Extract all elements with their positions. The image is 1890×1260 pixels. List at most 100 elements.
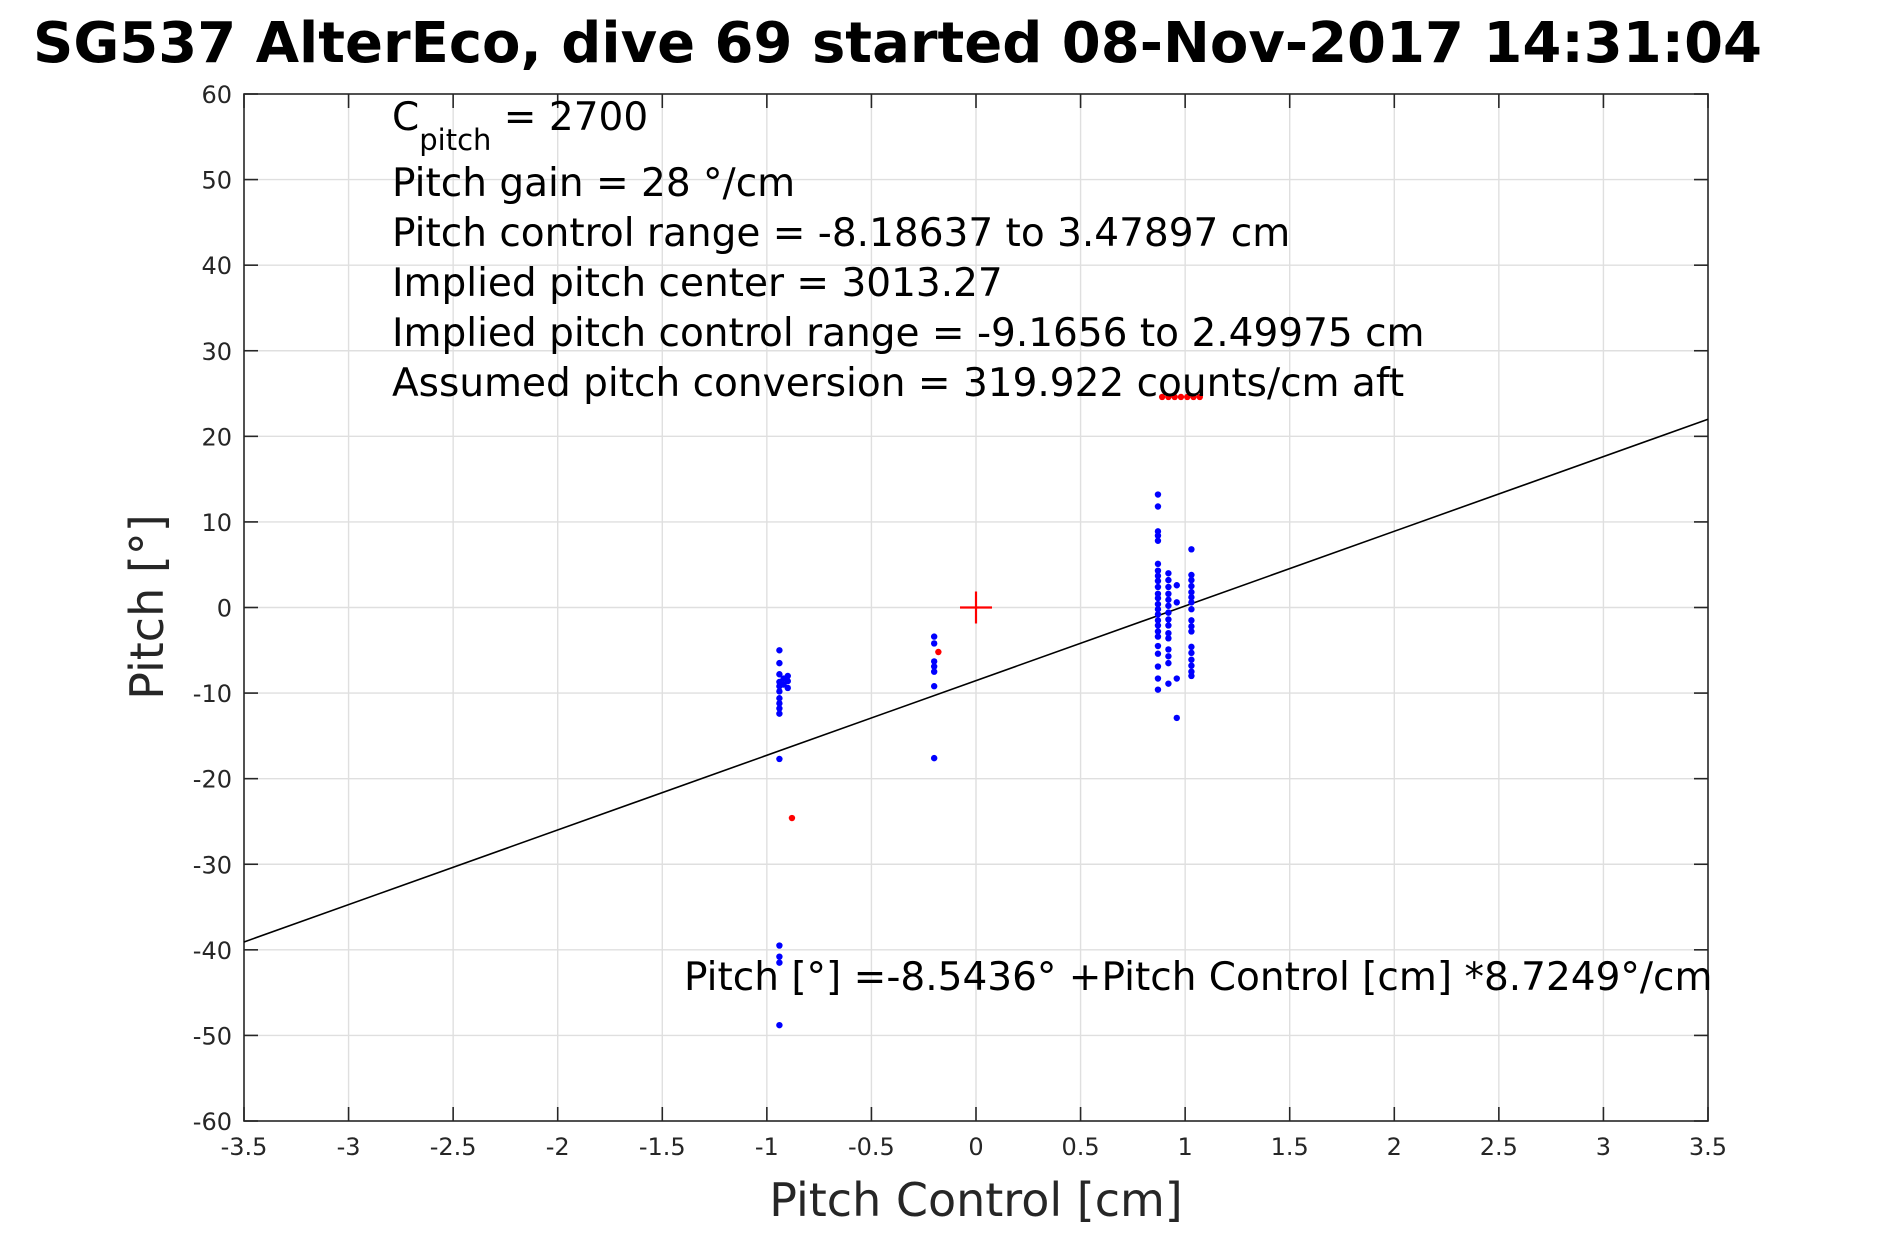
series-1 bbox=[788, 393, 1203, 822]
y-tick-label: 20 bbox=[201, 423, 232, 451]
data-point bbox=[1154, 633, 1162, 640]
data-point bbox=[1188, 649, 1195, 657]
x-tick-label: -3.5 bbox=[221, 1133, 268, 1161]
data-point bbox=[1165, 680, 1172, 687]
data-point bbox=[1188, 576, 1195, 584]
data-point bbox=[1188, 672, 1195, 680]
x-tick-labels: -3.5 -3 -2.5 -2 -1.5 -1 -0.5 0 0.5 1 1.5 2 2.5 3 3.5 bbox=[221, 1133, 1728, 1161]
data-point bbox=[1188, 588, 1195, 596]
data-point bbox=[776, 1021, 783, 1029]
data-point bbox=[1165, 646, 1172, 653]
x-tick-label: -3 bbox=[337, 1133, 361, 1161]
data-point bbox=[776, 700, 783, 707]
y-tick-label: -20 bbox=[193, 766, 232, 794]
data-point bbox=[1173, 582, 1180, 589]
data-point bbox=[1154, 583, 1162, 591]
x-tick-label: -2 bbox=[546, 1133, 570, 1161]
data-point bbox=[776, 671, 783, 678]
data-point bbox=[1154, 491, 1162, 498]
center-marker bbox=[960, 591, 992, 624]
data-point bbox=[1188, 643, 1195, 651]
data-point bbox=[1165, 596, 1172, 603]
data-point bbox=[776, 705, 783, 712]
y-tick-label: -30 bbox=[193, 851, 232, 879]
data-point bbox=[784, 672, 791, 680]
series-0 bbox=[776, 491, 1195, 1029]
data-point bbox=[930, 663, 938, 670]
pitch-control-range-annotation: Pitch control range = -8.18637 to 3.4789… bbox=[392, 211, 1290, 256]
c-pitch-subscript: pitch bbox=[419, 123, 491, 157]
data-point bbox=[1158, 393, 1166, 401]
data-point bbox=[930, 633, 938, 640]
data-point bbox=[1165, 570, 1172, 577]
data-point bbox=[776, 659, 783, 667]
x-tick-label: 3 bbox=[1596, 1133, 1611, 1161]
data-point bbox=[1188, 662, 1195, 669]
data-point bbox=[1165, 635, 1172, 642]
data-point bbox=[1154, 650, 1162, 657]
data-point bbox=[1154, 572, 1162, 580]
y-tick-label: 40 bbox=[201, 252, 232, 280]
data-point bbox=[1154, 532, 1162, 539]
data-point bbox=[1188, 628, 1195, 635]
data-point bbox=[1154, 594, 1162, 602]
data-point bbox=[1188, 606, 1195, 613]
data-point bbox=[1171, 393, 1178, 401]
data-point bbox=[1154, 622, 1162, 629]
data-point bbox=[1165, 609, 1172, 616]
data-point bbox=[930, 668, 938, 675]
x-tick-label: 2 bbox=[1387, 1133, 1402, 1161]
data-point bbox=[930, 658, 938, 665]
data-point bbox=[1154, 611, 1162, 618]
data-point bbox=[1154, 642, 1162, 650]
c-pitch-value: = 2700 bbox=[491, 95, 648, 140]
data-point bbox=[776, 695, 783, 702]
x-tick-label: 3.5 bbox=[1689, 1133, 1727, 1161]
data-point bbox=[1188, 599, 1195, 606]
x-tick-label: 0.5 bbox=[1061, 1133, 1099, 1161]
data-point bbox=[1188, 656, 1195, 663]
y-tick-label: -50 bbox=[193, 1022, 232, 1050]
x-tick-label: -2.5 bbox=[430, 1133, 477, 1161]
data-point bbox=[776, 942, 783, 949]
data-point bbox=[1165, 576, 1172, 584]
data-point bbox=[1154, 675, 1162, 682]
data-point bbox=[1165, 622, 1172, 629]
data-point bbox=[776, 953, 783, 960]
data-point bbox=[776, 688, 783, 695]
data-point bbox=[1165, 393, 1172, 401]
x-tick-label: -0.5 bbox=[848, 1133, 895, 1161]
data-point bbox=[1154, 663, 1162, 670]
data-point bbox=[935, 648, 942, 656]
data-point bbox=[1165, 583, 1172, 591]
annotation-block: Cpitch = 2700 Pitch gain = 28 °/cm Pitch… bbox=[392, 95, 1425, 406]
y-tick-label: 10 bbox=[201, 509, 232, 537]
c-pitch-prefix: C bbox=[392, 95, 419, 140]
x-tick-label: -1.5 bbox=[639, 1133, 686, 1161]
x-tick-label: 1.5 bbox=[1271, 1133, 1309, 1161]
implied-pitch-range-annotation: Implied pitch control range = -9.1656 to… bbox=[392, 311, 1425, 356]
data-point bbox=[1173, 599, 1180, 606]
data-point bbox=[1188, 582, 1195, 590]
data-point bbox=[1154, 628, 1162, 635]
x-tick-label: 2.5 bbox=[1480, 1133, 1518, 1161]
data-point bbox=[776, 710, 783, 717]
y-tick-label: 50 bbox=[201, 167, 232, 195]
y-tick-label: 30 bbox=[201, 338, 232, 366]
data-point bbox=[1154, 606, 1162, 613]
data-point bbox=[788, 814, 796, 822]
data-point bbox=[1154, 503, 1162, 510]
c-pitch-annotation: Cpitch = 2700 bbox=[392, 95, 648, 157]
data-point bbox=[1188, 571, 1195, 579]
fit-line bbox=[243, 418, 1709, 943]
data-point bbox=[1190, 393, 1197, 401]
x-tick-label: 1 bbox=[1178, 1133, 1193, 1161]
data-point bbox=[1173, 675, 1180, 682]
pitch-gain-annotation: Pitch gain = 28 °/cm bbox=[392, 161, 795, 206]
data-point bbox=[930, 683, 938, 690]
data-point bbox=[1154, 560, 1162, 568]
data-point bbox=[1184, 393, 1191, 401]
data-point bbox=[1188, 546, 1195, 553]
y-tick-label: 60 bbox=[201, 81, 232, 109]
data-points bbox=[776, 393, 1203, 1029]
